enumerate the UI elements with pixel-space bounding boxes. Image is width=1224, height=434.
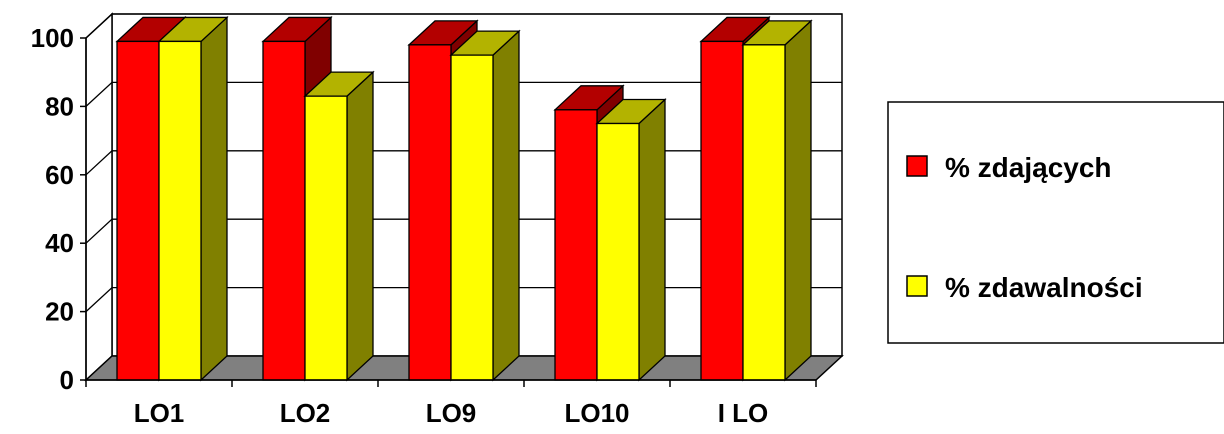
x-category-label: I LO (718, 398, 769, 428)
bar--zdawalno-ci-lo10 (595, 98, 667, 382)
bar--zdawalno-ci-lo1 (157, 15, 229, 382)
x-category-label: LO10 (564, 398, 629, 428)
bar--zdawalno-ci-i-lo (741, 19, 813, 382)
x-category-label: LO1 (134, 398, 185, 428)
x-category-label: LO9 (426, 398, 477, 428)
legend-swatch-zdawalnosci (906, 275, 928, 297)
legend-label-zdajacych: % zdających (945, 152, 1112, 183)
y-tick-label: 40 (45, 228, 74, 258)
side-wall (85, 12, 113, 382)
gridline (85, 81, 842, 107)
y-tick-label: 20 (45, 297, 74, 327)
y-tick-label: 100 (31, 23, 74, 53)
legend-label-zdawalnosci: % zdawalności (945, 272, 1143, 303)
y-axis: 0 20 40 60 80 100 (31, 23, 87, 395)
bar--zdawalno-ci-lo9 (449, 29, 521, 382)
gridline (85, 13, 842, 39)
bars (115, 15, 813, 382)
legend-box (887, 101, 1224, 344)
y-tick-label: 60 (45, 160, 74, 190)
bar--zdawalno-ci-lo2 (303, 70, 375, 382)
y-tick-label: 0 (60, 365, 74, 395)
legend-swatch-zdajacych (906, 155, 928, 177)
legend: % zdających % zdawalności (887, 101, 1224, 344)
x-axis: LO1 LO2 LO9 LO10 I LO (85, 379, 817, 428)
y-tick-label: 80 (45, 91, 74, 121)
x-category-label: LO2 (280, 398, 331, 428)
